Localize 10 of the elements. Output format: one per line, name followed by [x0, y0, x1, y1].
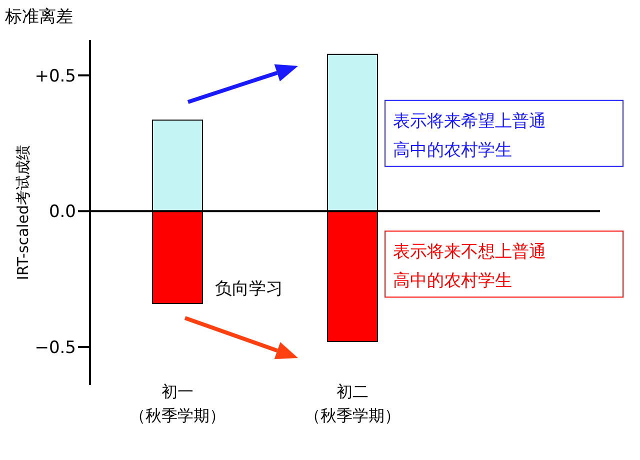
series-label: 表示将来不想上普通高中的农村学生: [393, 242, 546, 292]
y-axis-title: IRT-scaled考试成绩: [14, 144, 32, 280]
annotation: 负向学习: [215, 279, 283, 299]
series-label: 表示将来希望上普通高中的农村学生: [393, 111, 546, 160]
x-tick-label: 初二（秋季学期）: [304, 382, 400, 425]
y-tick-label: −0.5: [34, 338, 76, 358]
y-tick-label: 0.0: [48, 202, 76, 222]
chart-title: 标准离差: [4, 7, 73, 27]
x-tick-label: 初一（秋季学期）: [130, 382, 226, 425]
y-tick-label: +0.5: [34, 66, 76, 86]
